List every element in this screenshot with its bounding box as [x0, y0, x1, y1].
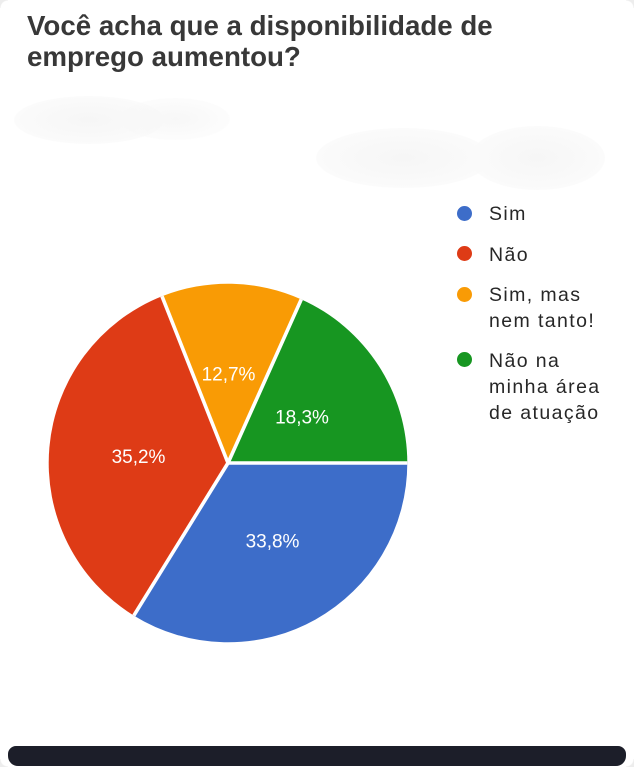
svg-text:18,3%: 18,3%	[275, 408, 329, 429]
svg-text:33,8%: 33,8%	[246, 532, 300, 553]
svg-text:35,2%: 35,2%	[112, 447, 166, 468]
svg-text:12,7%: 12,7%	[202, 365, 256, 386]
